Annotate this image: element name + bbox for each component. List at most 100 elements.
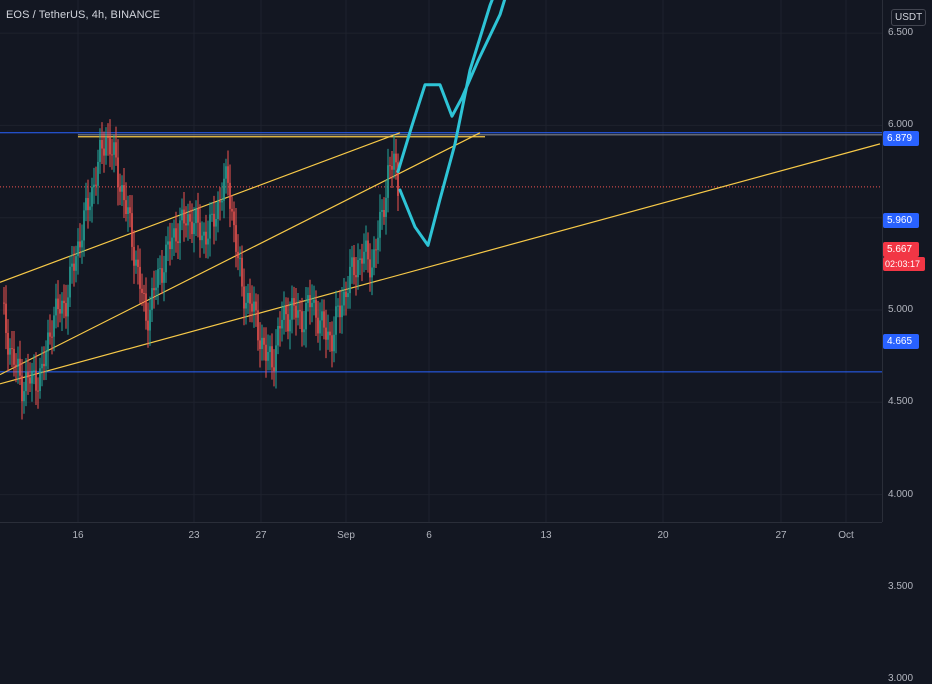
- candle-body: [153, 288, 155, 291]
- time-tick-label: 27: [255, 530, 267, 541]
- candle-body: [147, 320, 149, 331]
- candle-body: [29, 377, 31, 384]
- candle-body: [341, 305, 343, 318]
- candle-body: [369, 259, 371, 278]
- candle-body: [345, 291, 347, 298]
- candle-body: [239, 257, 241, 259]
- candle-body: [289, 319, 291, 332]
- candle-body: [93, 184, 95, 188]
- candle-body: [211, 213, 213, 215]
- candle-body: [143, 292, 145, 294]
- candle-body: [393, 153, 395, 170]
- price-tick-label: 6.000: [888, 119, 914, 131]
- candle-body: [213, 213, 215, 227]
- candle-body: [35, 370, 37, 391]
- candle-body: [269, 346, 271, 353]
- candle-body: [301, 311, 303, 333]
- candle-body: [395, 153, 397, 163]
- candle-body: [109, 137, 111, 155]
- candle-body: [157, 269, 159, 288]
- candle-body: [355, 275, 357, 278]
- candle-body: [313, 299, 315, 303]
- candle-body: [265, 344, 267, 361]
- candle-body: [127, 207, 129, 215]
- last-price-badge: 5.667: [883, 242, 919, 257]
- candle-body: [101, 139, 103, 149]
- candle-body: [21, 375, 23, 402]
- candle-body: [71, 263, 73, 267]
- candle-body: [169, 241, 171, 250]
- candle-body: [135, 259, 137, 266]
- candle-body: [133, 246, 135, 266]
- candle-body: [151, 288, 153, 310]
- candle-body: [89, 206, 91, 211]
- candle-body: [317, 317, 319, 334]
- candle-body: [139, 266, 141, 289]
- symbol-title: EOS / TetherUS, 4h, BINANCE: [6, 9, 161, 21]
- candle-body: [219, 201, 221, 203]
- candle-body: [235, 225, 237, 252]
- candle-body: [303, 329, 305, 333]
- candle-body: [257, 310, 259, 341]
- candle-body: [295, 305, 297, 318]
- candle-body: [39, 368, 41, 392]
- candle-body: [253, 301, 255, 312]
- candle-body: [337, 305, 339, 307]
- resistance-badge: 5.960: [883, 213, 919, 228]
- countdown-badge: 02:03:17: [883, 257, 925, 271]
- candle-body: [163, 272, 165, 283]
- candle-body: [179, 220, 181, 244]
- candle-body: [69, 266, 71, 298]
- candle-body: [381, 210, 383, 212]
- candle-body: [95, 184, 97, 186]
- candle-body: [237, 251, 239, 259]
- candle-body: [131, 213, 133, 247]
- support-badge: 4.665: [883, 334, 919, 349]
- candle-body: [349, 266, 351, 294]
- candle-body: [65, 303, 67, 317]
- candle-body: [195, 208, 197, 224]
- chart-svg[interactable]: [0, 0, 882, 680]
- time-tick-label: 27: [775, 530, 787, 541]
- candle-body: [279, 325, 281, 329]
- chart-area[interactable]: [0, 0, 882, 680]
- candle-body: [181, 209, 183, 221]
- price-axis[interactable]: [882, 0, 932, 522]
- candle-body: [99, 139, 101, 162]
- candle-body: [333, 334, 335, 352]
- price-tick-label: 4.000: [888, 488, 914, 500]
- candle-body: [363, 251, 365, 264]
- candle-body: [73, 263, 75, 271]
- candle-body: [49, 332, 51, 337]
- candle-body: [259, 340, 261, 350]
- candle-body: [205, 231, 207, 245]
- candle-body: [201, 235, 203, 241]
- candle-body: [351, 257, 353, 267]
- candle-body: [245, 302, 247, 309]
- time-axis[interactable]: [0, 522, 882, 551]
- candle-body: [57, 298, 59, 310]
- candle-body: [339, 305, 341, 318]
- projection-drawing: [396, 0, 507, 247]
- candle-body: [291, 298, 293, 320]
- candle-body: [383, 210, 385, 217]
- candle-body: [81, 240, 83, 248]
- candle-body: [125, 200, 127, 215]
- candle-body: [389, 165, 391, 167]
- time-tick-label: 16: [72, 530, 84, 541]
- candle-body: [119, 187, 121, 192]
- candle-body: [85, 198, 87, 211]
- currency-label[interactable]: USDT: [891, 9, 927, 26]
- candle-body: [137, 259, 139, 267]
- price-tick-label: 6.500: [888, 27, 914, 39]
- candle-body: [31, 370, 33, 384]
- candle-body: [387, 165, 389, 198]
- candle-body: [299, 310, 301, 312]
- candle-body: [197, 208, 199, 223]
- candle-body: [227, 166, 229, 183]
- candle-body: [51, 336, 53, 338]
- time-tick-label: Oct: [838, 530, 854, 541]
- candle-body: [373, 249, 375, 268]
- candle-body: [3, 302, 5, 304]
- price-tick-label: 3.000: [888, 673, 914, 684]
